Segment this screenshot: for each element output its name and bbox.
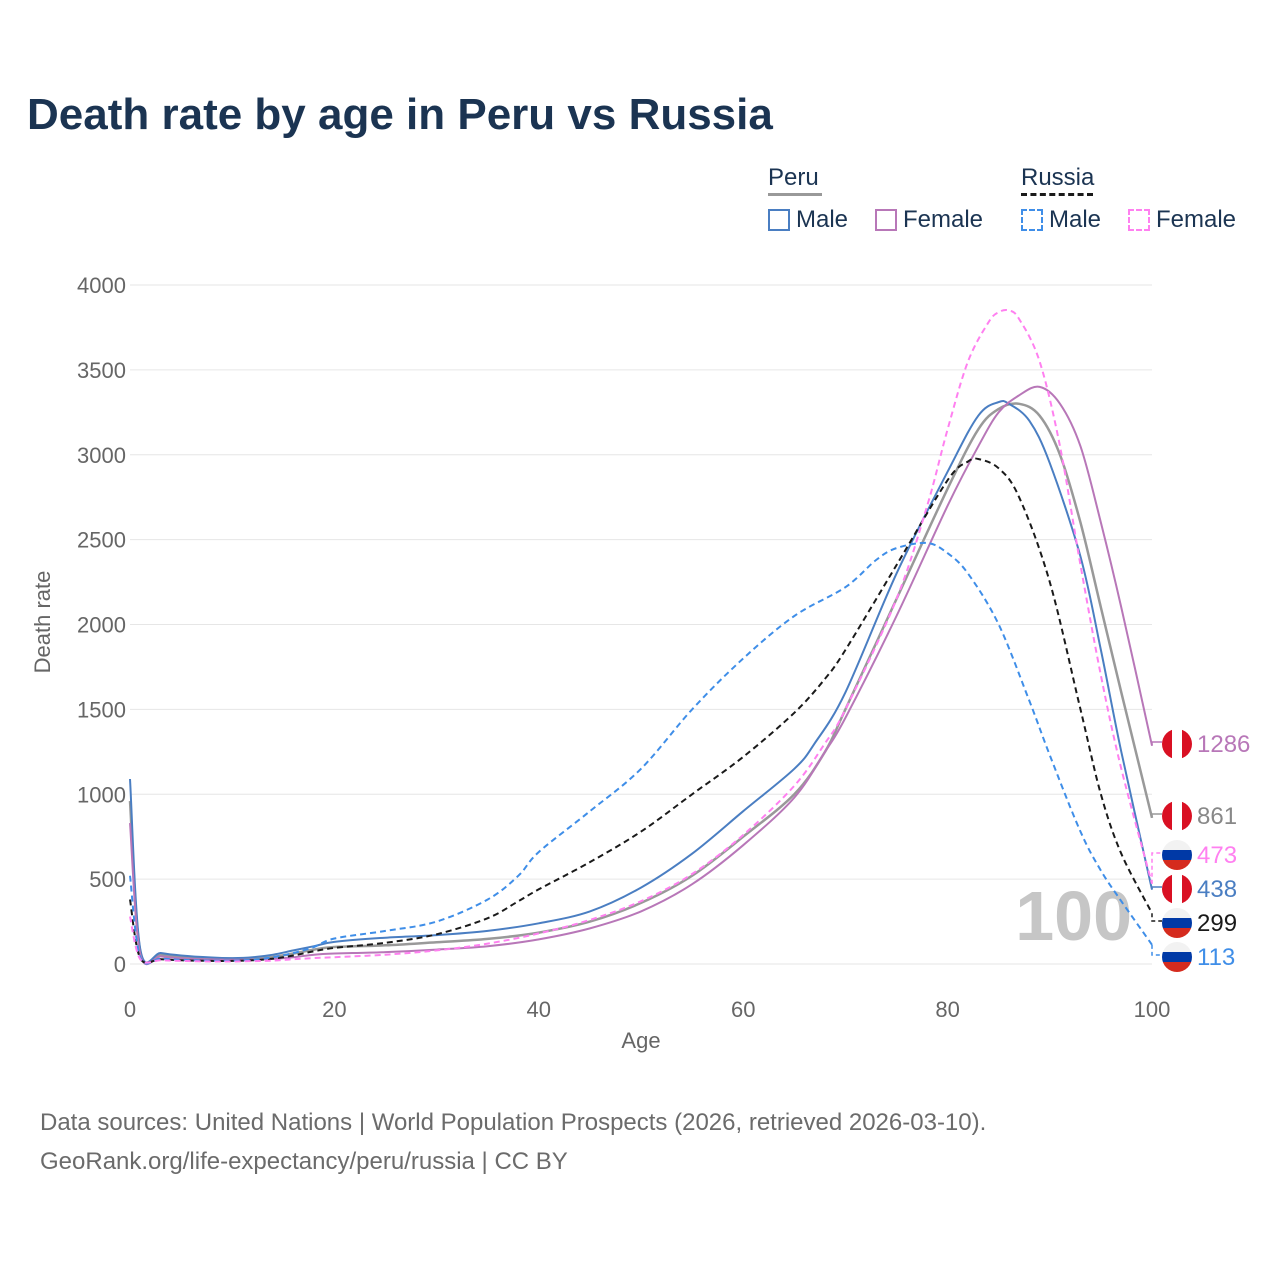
end-label-russia-female: 473 xyxy=(1197,842,1237,869)
legend-group-russia-line xyxy=(1021,193,1093,196)
legend-label-peru-female: Female xyxy=(903,206,984,233)
legend-group-peru-line xyxy=(768,193,822,196)
legend-item-peru-female[interactable]: Female xyxy=(875,206,983,234)
end-connector-russia-female xyxy=(1151,852,1162,884)
end-connector-russia-male xyxy=(1151,944,1162,956)
y-tick-label-1000: 1000 xyxy=(77,782,126,807)
x-axis-label: Age xyxy=(621,1028,660,1053)
legend-group-peru[interactable]: Peru xyxy=(768,164,822,196)
peru-flag-icon xyxy=(1162,874,1192,904)
end-connector-peru-male xyxy=(1151,886,1162,890)
peru-flag-icon xyxy=(1162,729,1192,759)
legend-item-peru-male[interactable]: Male xyxy=(768,206,848,234)
russia-flag-icon xyxy=(1162,840,1192,870)
y-axis-ticks: 0 500 1000 1500 2000 2500 3000 3500 4000 xyxy=(77,273,126,977)
series-line-russia-male[interactable] xyxy=(129,541,1153,965)
end-label-peru-female: 1286 xyxy=(1197,731,1250,758)
y-tick-label-2000: 2000 xyxy=(77,613,126,638)
legend-swatch-russia-male xyxy=(1021,209,1043,231)
legend-swatch-peru-male xyxy=(768,209,790,231)
footer-sources: Data sources: United Nations | World Pop… xyxy=(40,1109,987,1136)
end-label-peru-male: 438 xyxy=(1197,876,1237,903)
y-tick-label-1500: 1500 xyxy=(77,697,126,722)
y-tick-label-3500: 3500 xyxy=(77,358,126,383)
legend-label-russia-female: Female xyxy=(1156,206,1237,233)
legend-group-russia[interactable]: Russia xyxy=(1021,164,1094,196)
series-lines xyxy=(128,308,1154,966)
legend-item-russia-male[interactable]: Male xyxy=(1021,206,1101,234)
x-tick-label-20: 20 xyxy=(322,997,346,1022)
x-tick-label-100: 100 xyxy=(1134,997,1171,1022)
grid-lines xyxy=(130,284,1152,965)
chart-plot: 0 500 1000 1500 2000 2500 3000 3500 4000 0 20 40 60… xyxy=(30,273,1250,1053)
y-tick-label-4000: 4000 xyxy=(77,273,126,298)
legend-swatch-peru-female xyxy=(875,209,897,231)
russia-flag-icon xyxy=(1162,942,1192,972)
end-label-russia-total: 299 xyxy=(1197,910,1237,937)
legend-label-peru-male: Male xyxy=(796,206,849,233)
end-label-russia-male: 113 xyxy=(1197,944,1235,971)
end-label-peru-total: 861 xyxy=(1197,803,1237,830)
legend-item-russia-female[interactable]: Female xyxy=(1128,206,1236,234)
y-tick-label-3000: 3000 xyxy=(77,443,126,468)
footer-attribution[interactable]: GeoRank.org/life-expectancy/peru/russia … xyxy=(40,1148,568,1175)
peru-flag-icon xyxy=(1162,801,1192,831)
series-line-russia-female[interactable] xyxy=(129,308,1153,964)
year-watermark: 100 xyxy=(1015,877,1132,955)
y-tick-label-0: 0 xyxy=(114,952,126,977)
legend-swatch-russia-female xyxy=(1128,209,1150,231)
y-tick-label-2500: 2500 xyxy=(77,528,126,553)
series-line-peru-female[interactable] xyxy=(129,385,1153,966)
x-tick-label-60: 60 xyxy=(731,997,755,1022)
end-connector-peru-female xyxy=(1151,741,1162,746)
legend-label-russia-male: Male xyxy=(1049,206,1102,233)
legend-group-peru-label: Peru xyxy=(768,164,819,191)
series-line-peru-male[interactable] xyxy=(129,399,1153,964)
x-tick-label-40: 40 xyxy=(527,997,551,1022)
x-tick-label-0: 0 xyxy=(124,997,136,1022)
y-axis-label: Death rate xyxy=(30,571,55,674)
x-tick-label-80: 80 xyxy=(935,997,959,1022)
legend-group-russia-label: Russia xyxy=(1021,164,1095,191)
russia-flag-icon xyxy=(1162,908,1192,938)
end-connector-peru-total xyxy=(1151,813,1162,818)
chart-title: Death rate by age in Peru vs Russia xyxy=(27,90,773,139)
end-connector-russia-total xyxy=(1151,913,1162,922)
y-tick-label-500: 500 xyxy=(89,867,126,892)
x-axis-ticks: 0 20 40 60 80 100 xyxy=(124,997,1170,1022)
end-markers: 861 438 1286 299 113 473 xyxy=(1151,729,1250,972)
